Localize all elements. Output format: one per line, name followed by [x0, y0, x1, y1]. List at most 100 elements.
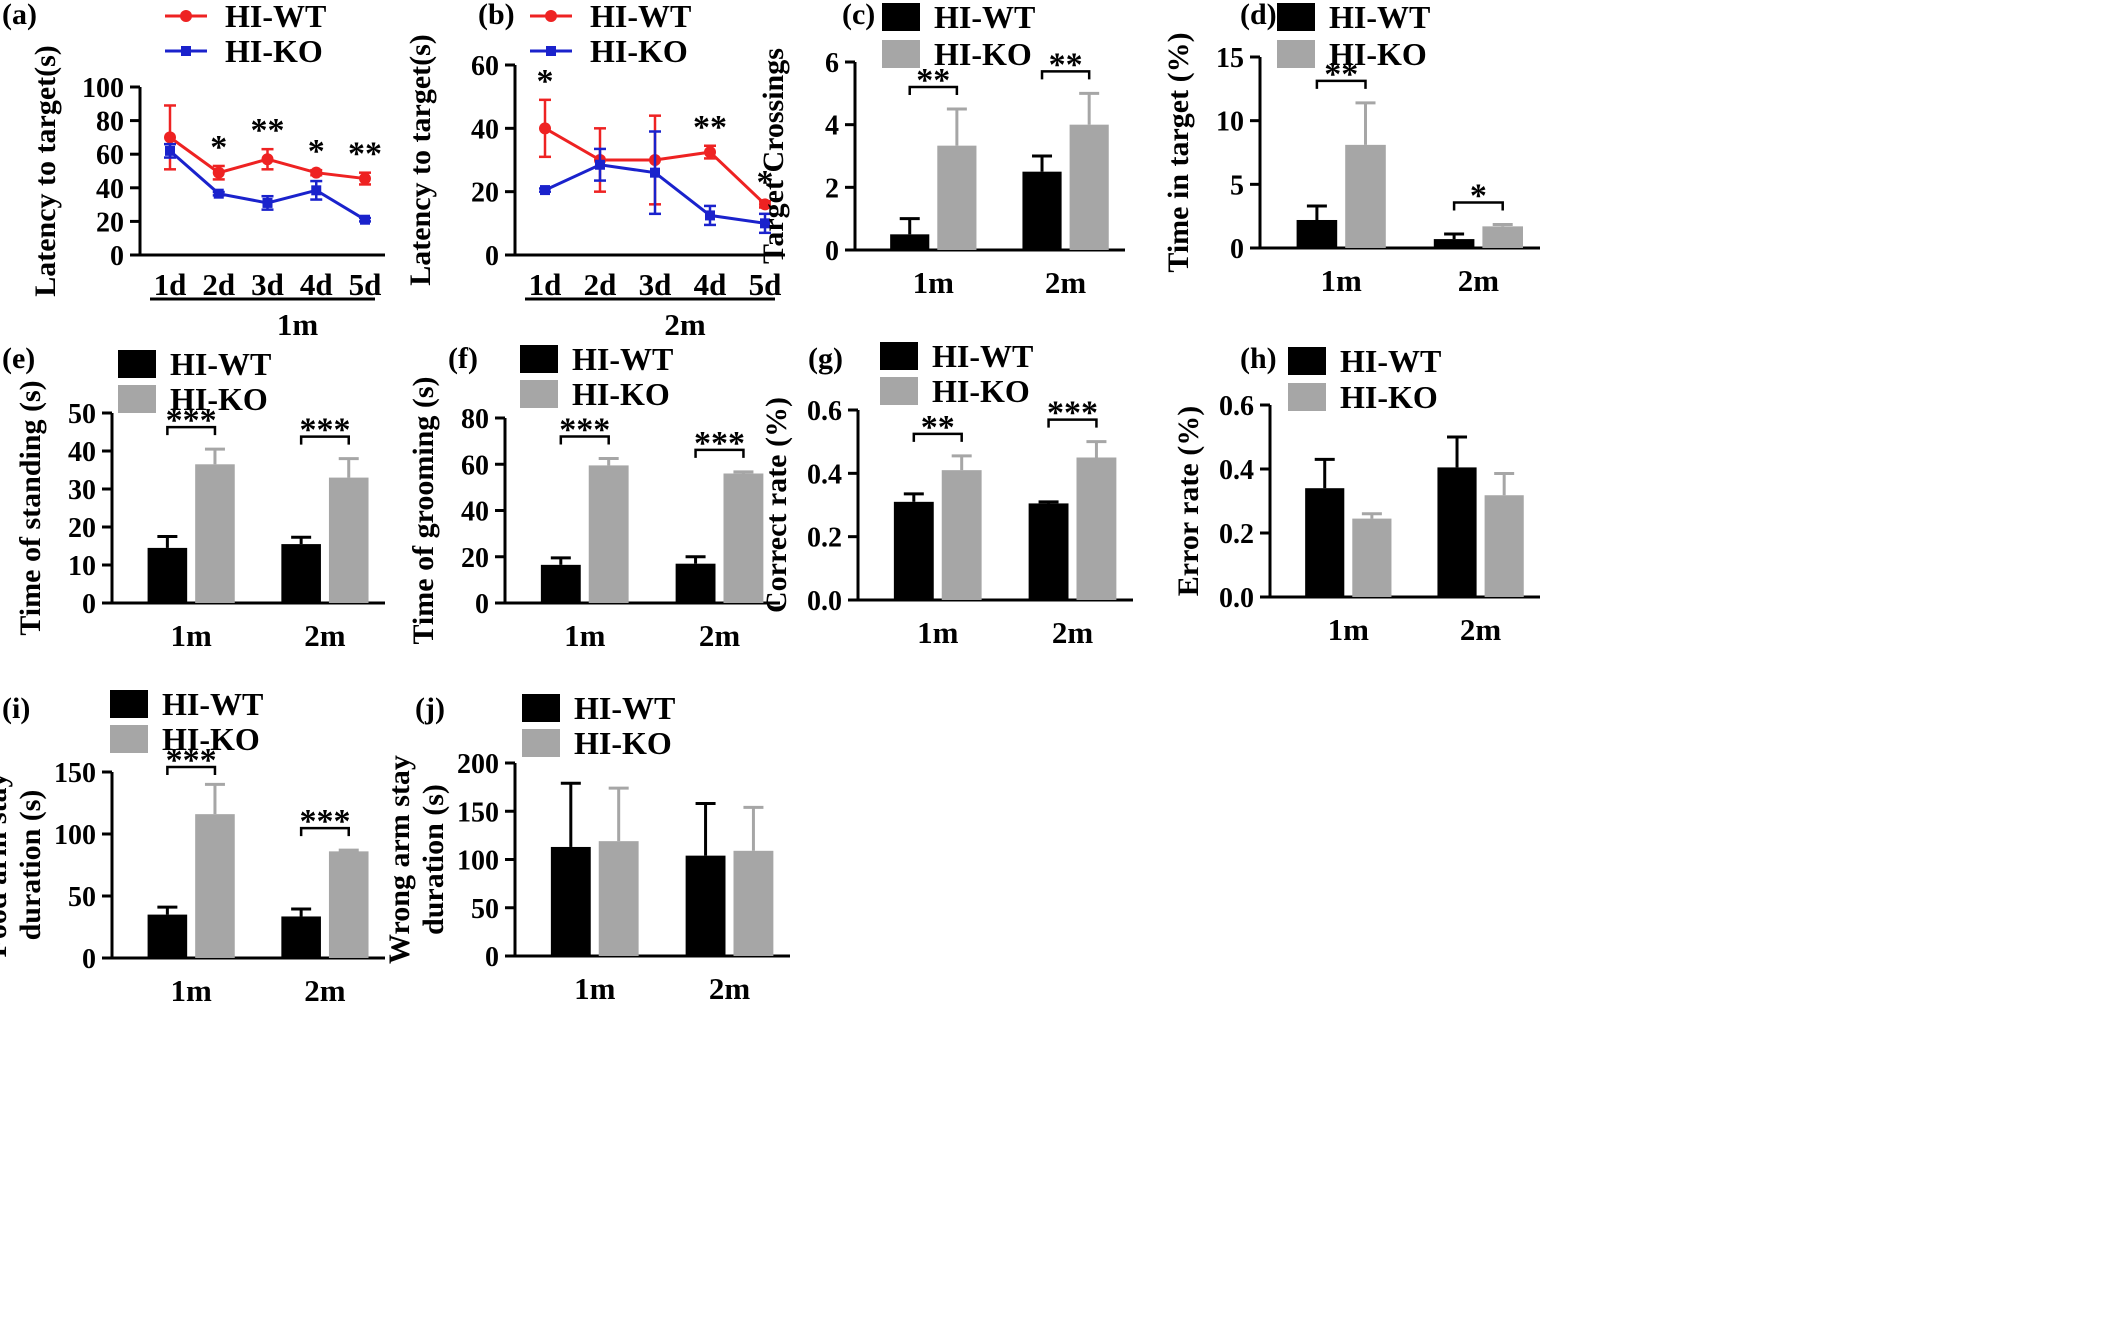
- significance-mark: **: [921, 409, 955, 446]
- x-tick-label: 1m: [1328, 612, 1370, 647]
- bar-HI-WT: [1437, 467, 1477, 597]
- y-tick-label: 0: [110, 241, 124, 272]
- x-tick-label: 3d: [639, 267, 672, 302]
- significance-mark: ***: [559, 411, 610, 448]
- significance-mark: *: [1470, 177, 1487, 214]
- legend-swatch: [882, 40, 920, 68]
- significance-mark: **: [348, 136, 382, 173]
- y-tick-label: 0: [485, 241, 499, 272]
- bar-HI-WT: [1433, 239, 1475, 248]
- bar-HI-WT: [281, 916, 321, 958]
- significance-bracket: [694, 448, 745, 458]
- panel-label: (d): [1240, 0, 1277, 31]
- x-tick-label: 5d: [349, 267, 382, 302]
- y-tick-label: 0: [82, 589, 96, 620]
- panel-label: (f): [448, 342, 478, 375]
- chart-panel-b: (b) 0 20 40 60 Latency to target(s) 1d 2d 3d 4d 5d…: [404, 0, 785, 342]
- y-tick-label: 20: [461, 543, 489, 574]
- bar-HI-WT: [1296, 219, 1338, 248]
- legend-label: HI-KO: [1340, 379, 1438, 415]
- x-tick-label: 1d: [154, 267, 187, 302]
- bar-HI-WT: [890, 234, 930, 250]
- y-tick-label: 80: [461, 404, 489, 435]
- y-tick-label: 20: [96, 207, 124, 238]
- bar-HI-KO: [1482, 226, 1523, 248]
- data-point: [360, 214, 370, 225]
- legend-swatch: [520, 380, 558, 408]
- x-tick-label: 1m: [913, 265, 955, 300]
- panel-label: (g): [808, 342, 843, 375]
- y-axis-title: Latency to target(s): [404, 34, 437, 286]
- legend-swatch: [882, 3, 920, 31]
- panel-label: (j): [415, 692, 445, 725]
- chart-panel-d: (d) 0 5 10 15 Time in target (%) 1m ** 2m * HI-WTH…: [1162, 0, 1540, 298]
- group-label: 2m: [664, 307, 706, 342]
- data-point: [165, 145, 175, 156]
- data-point: [539, 122, 551, 135]
- x-tick-label: 4d: [694, 267, 727, 302]
- significance-mark: ***: [166, 742, 217, 779]
- y-tick-label: 0: [825, 236, 839, 267]
- panel-label: (a): [2, 0, 37, 31]
- significance-mark: ***: [1047, 395, 1098, 432]
- legend-marker: [181, 46, 191, 56]
- bar-HI-KO: [195, 464, 235, 603]
- y-tick-label: 100: [457, 846, 499, 877]
- bar-HI-KO: [598, 841, 639, 956]
- y-tick-label: 50: [68, 882, 96, 913]
- y-axis-title: duration (s): [14, 790, 47, 941]
- significance-bracket: [1315, 79, 1367, 89]
- group-label: 1m: [277, 307, 319, 342]
- series-HI-KO: [539, 130, 771, 235]
- legend-label: HI-KO: [225, 33, 323, 69]
- y-tick-label: 60: [471, 51, 499, 82]
- y-tick-label: 6: [825, 48, 839, 79]
- x-tick-label: 1d: [529, 267, 562, 302]
- legend-swatch: [1288, 383, 1326, 411]
- series-HI-KO: [164, 142, 371, 225]
- bar-HI-WT: [147, 547, 188, 603]
- x-tick-label: 1m: [171, 973, 213, 1008]
- legend-label: HI-WT: [225, 0, 326, 34]
- bar-HI-KO: [588, 465, 629, 603]
- significance-bracket: [1452, 201, 1504, 211]
- bar-HI-KO: [1069, 124, 1109, 250]
- x-tick-label: 2d: [202, 267, 235, 302]
- significance-mark: ***: [166, 402, 217, 439]
- bar-HI-KO: [1484, 495, 1524, 597]
- y-tick-label: 0.0: [1219, 583, 1254, 614]
- bar-HI-WT: [1305, 488, 1345, 597]
- panel-label: (c): [842, 0, 875, 31]
- legend-label: HI-WT: [162, 686, 263, 722]
- legend-swatch: [520, 345, 558, 373]
- y-tick-label: 60: [461, 450, 489, 481]
- bar-HI-KO: [1076, 457, 1117, 600]
- y-tick-label: 5: [1230, 170, 1244, 201]
- data-point: [213, 188, 224, 199]
- bar-HI-WT: [1028, 503, 1069, 600]
- legend-marker: [546, 46, 556, 56]
- legend-label: HI-WT: [932, 338, 1033, 374]
- y-tick-label: 0.0: [807, 586, 842, 617]
- y-axis-title: Wrong arm stay: [383, 755, 416, 964]
- x-tick-label: 1m: [171, 618, 213, 653]
- y-tick-label: 30: [68, 475, 96, 506]
- bar-HI-WT: [550, 846, 591, 956]
- significance-bracket: [1047, 418, 1098, 428]
- significance-bracket: [299, 826, 350, 837]
- chart-panel-f: (f) 0 20 40 60 80 Time of grooming (s) 1m *** 2m *…: [407, 341, 780, 653]
- series-HI-WT: [164, 104, 371, 186]
- x-tick-label: 2d: [584, 267, 617, 302]
- legend-label: HI-WT: [170, 346, 271, 382]
- data-point: [262, 197, 273, 208]
- x-tick-label: 4d: [300, 267, 333, 302]
- x-tick-label: 5d: [749, 267, 782, 302]
